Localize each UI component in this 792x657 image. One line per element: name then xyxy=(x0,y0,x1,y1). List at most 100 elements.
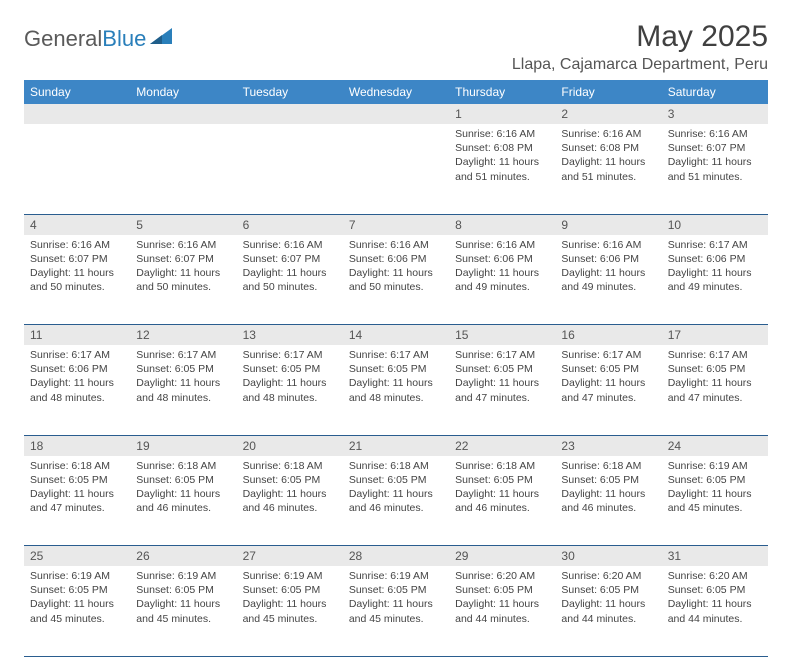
day-number xyxy=(237,104,343,124)
day-cell: Sunrise: 6:16 AMSunset: 6:08 PMDaylight:… xyxy=(449,124,555,214)
logo: GeneralBlue xyxy=(24,26,172,52)
day-number: 24 xyxy=(662,435,768,456)
day-details: Sunrise: 6:17 AMSunset: 6:06 PMDaylight:… xyxy=(662,235,768,301)
day-number: 18 xyxy=(24,435,130,456)
day-number: 20 xyxy=(237,435,343,456)
day-number: 6 xyxy=(237,214,343,235)
day-number: 30 xyxy=(555,546,661,567)
day-number xyxy=(130,104,236,124)
day-cell xyxy=(24,124,130,214)
day-number-row: 123 xyxy=(24,104,768,124)
day-details: Sunrise: 6:19 AMSunset: 6:05 PMDaylight:… xyxy=(24,566,130,632)
day-details: Sunrise: 6:17 AMSunset: 6:05 PMDaylight:… xyxy=(237,345,343,411)
day-number: 17 xyxy=(662,325,768,346)
logo-triangle-icon xyxy=(150,28,172,44)
day-number: 31 xyxy=(662,546,768,567)
day-number: 15 xyxy=(449,325,555,346)
day-number: 7 xyxy=(343,214,449,235)
day-number-row: 11121314151617 xyxy=(24,325,768,346)
day-number: 22 xyxy=(449,435,555,456)
day-number: 25 xyxy=(24,546,130,567)
day-cell: Sunrise: 6:16 AMSunset: 6:06 PMDaylight:… xyxy=(555,235,661,325)
day-cell: Sunrise: 6:16 AMSunset: 6:07 PMDaylight:… xyxy=(24,235,130,325)
day-cell: Sunrise: 6:19 AMSunset: 6:05 PMDaylight:… xyxy=(24,566,130,656)
day-cell: Sunrise: 6:17 AMSunset: 6:05 PMDaylight:… xyxy=(662,345,768,435)
day-number-row: 45678910 xyxy=(24,214,768,235)
week-row: Sunrise: 6:16 AMSunset: 6:07 PMDaylight:… xyxy=(24,235,768,325)
day-number xyxy=(343,104,449,124)
day-number xyxy=(24,104,130,124)
day-number: 5 xyxy=(130,214,236,235)
day-number: 3 xyxy=(662,104,768,124)
day-cell: Sunrise: 6:16 AMSunset: 6:07 PMDaylight:… xyxy=(130,235,236,325)
day-details: Sunrise: 6:20 AMSunset: 6:05 PMDaylight:… xyxy=(662,566,768,632)
day-cell: Sunrise: 6:16 AMSunset: 6:07 PMDaylight:… xyxy=(237,235,343,325)
day-cell: Sunrise: 6:20 AMSunset: 6:05 PMDaylight:… xyxy=(662,566,768,656)
month-title: May 2025 xyxy=(512,20,768,54)
day-cell: Sunrise: 6:18 AMSunset: 6:05 PMDaylight:… xyxy=(24,456,130,546)
day-details: Sunrise: 6:17 AMSunset: 6:05 PMDaylight:… xyxy=(662,345,768,411)
day-number-row: 25262728293031 xyxy=(24,546,768,567)
day-details: Sunrise: 6:16 AMSunset: 6:06 PMDaylight:… xyxy=(555,235,661,301)
day-number: 9 xyxy=(555,214,661,235)
day-cell: Sunrise: 6:19 AMSunset: 6:05 PMDaylight:… xyxy=(237,566,343,656)
day-cell: Sunrise: 6:17 AMSunset: 6:06 PMDaylight:… xyxy=(24,345,130,435)
day-details: Sunrise: 6:18 AMSunset: 6:05 PMDaylight:… xyxy=(130,456,236,522)
day-cell: Sunrise: 6:17 AMSunset: 6:06 PMDaylight:… xyxy=(662,235,768,325)
weekday-header: Sunday xyxy=(24,80,130,104)
day-cell: Sunrise: 6:20 AMSunset: 6:05 PMDaylight:… xyxy=(449,566,555,656)
day-details: Sunrise: 6:19 AMSunset: 6:05 PMDaylight:… xyxy=(237,566,343,632)
day-details: Sunrise: 6:17 AMSunset: 6:06 PMDaylight:… xyxy=(24,345,130,411)
day-number: 2 xyxy=(555,104,661,124)
day-details: Sunrise: 6:16 AMSunset: 6:06 PMDaylight:… xyxy=(343,235,449,301)
day-number: 11 xyxy=(24,325,130,346)
day-details: Sunrise: 6:18 AMSunset: 6:05 PMDaylight:… xyxy=(555,456,661,522)
day-details: Sunrise: 6:20 AMSunset: 6:05 PMDaylight:… xyxy=(449,566,555,632)
day-cell: Sunrise: 6:18 AMSunset: 6:05 PMDaylight:… xyxy=(343,456,449,546)
day-cell: Sunrise: 6:18 AMSunset: 6:05 PMDaylight:… xyxy=(449,456,555,546)
day-number: 1 xyxy=(449,104,555,124)
weekday-header: Friday xyxy=(555,80,661,104)
day-details: Sunrise: 6:17 AMSunset: 6:05 PMDaylight:… xyxy=(130,345,236,411)
day-number: 8 xyxy=(449,214,555,235)
weekday-header: Thursday xyxy=(449,80,555,104)
calendar-table: SundayMondayTuesdayWednesdayThursdayFrid… xyxy=(24,80,768,657)
day-details: Sunrise: 6:16 AMSunset: 6:07 PMDaylight:… xyxy=(237,235,343,301)
day-number: 14 xyxy=(343,325,449,346)
day-number: 26 xyxy=(130,546,236,567)
day-details: Sunrise: 6:19 AMSunset: 6:05 PMDaylight:… xyxy=(662,456,768,522)
day-details: Sunrise: 6:16 AMSunset: 6:07 PMDaylight:… xyxy=(662,124,768,190)
day-cell: Sunrise: 6:18 AMSunset: 6:05 PMDaylight:… xyxy=(237,456,343,546)
day-details: Sunrise: 6:17 AMSunset: 6:05 PMDaylight:… xyxy=(449,345,555,411)
weekday-header: Monday xyxy=(130,80,236,104)
header: GeneralBlue May 2025 Llapa, Cajamarca De… xyxy=(24,20,768,74)
day-number-row: 18192021222324 xyxy=(24,435,768,456)
logo-text-blue: Blue xyxy=(102,26,146,52)
day-cell: Sunrise: 6:17 AMSunset: 6:05 PMDaylight:… xyxy=(343,345,449,435)
day-cell: Sunrise: 6:16 AMSunset: 6:08 PMDaylight:… xyxy=(555,124,661,214)
day-number: 29 xyxy=(449,546,555,567)
day-number: 16 xyxy=(555,325,661,346)
day-cell: Sunrise: 6:18 AMSunset: 6:05 PMDaylight:… xyxy=(130,456,236,546)
day-cell: Sunrise: 6:19 AMSunset: 6:05 PMDaylight:… xyxy=(130,566,236,656)
day-details: Sunrise: 6:19 AMSunset: 6:05 PMDaylight:… xyxy=(343,566,449,632)
day-number: 21 xyxy=(343,435,449,456)
day-details: Sunrise: 6:16 AMSunset: 6:07 PMDaylight:… xyxy=(130,235,236,301)
logo-text-gray: General xyxy=(24,26,102,52)
week-row: Sunrise: 6:18 AMSunset: 6:05 PMDaylight:… xyxy=(24,456,768,546)
day-details: Sunrise: 6:18 AMSunset: 6:05 PMDaylight:… xyxy=(24,456,130,522)
day-details: Sunrise: 6:16 AMSunset: 6:06 PMDaylight:… xyxy=(449,235,555,301)
title-block: May 2025 Llapa, Cajamarca Department, Pe… xyxy=(512,20,768,74)
day-cell: Sunrise: 6:20 AMSunset: 6:05 PMDaylight:… xyxy=(555,566,661,656)
day-details: Sunrise: 6:16 AMSunset: 6:08 PMDaylight:… xyxy=(449,124,555,190)
weekday-header: Tuesday xyxy=(237,80,343,104)
day-number: 12 xyxy=(130,325,236,346)
day-cell: Sunrise: 6:17 AMSunset: 6:05 PMDaylight:… xyxy=(449,345,555,435)
day-number: 23 xyxy=(555,435,661,456)
day-cell: Sunrise: 6:19 AMSunset: 6:05 PMDaylight:… xyxy=(662,456,768,546)
day-details: Sunrise: 6:16 AMSunset: 6:08 PMDaylight:… xyxy=(555,124,661,190)
weekday-header-row: SundayMondayTuesdayWednesdayThursdayFrid… xyxy=(24,80,768,104)
weekday-header: Saturday xyxy=(662,80,768,104)
day-details: Sunrise: 6:18 AMSunset: 6:05 PMDaylight:… xyxy=(343,456,449,522)
day-cell: Sunrise: 6:16 AMSunset: 6:06 PMDaylight:… xyxy=(343,235,449,325)
